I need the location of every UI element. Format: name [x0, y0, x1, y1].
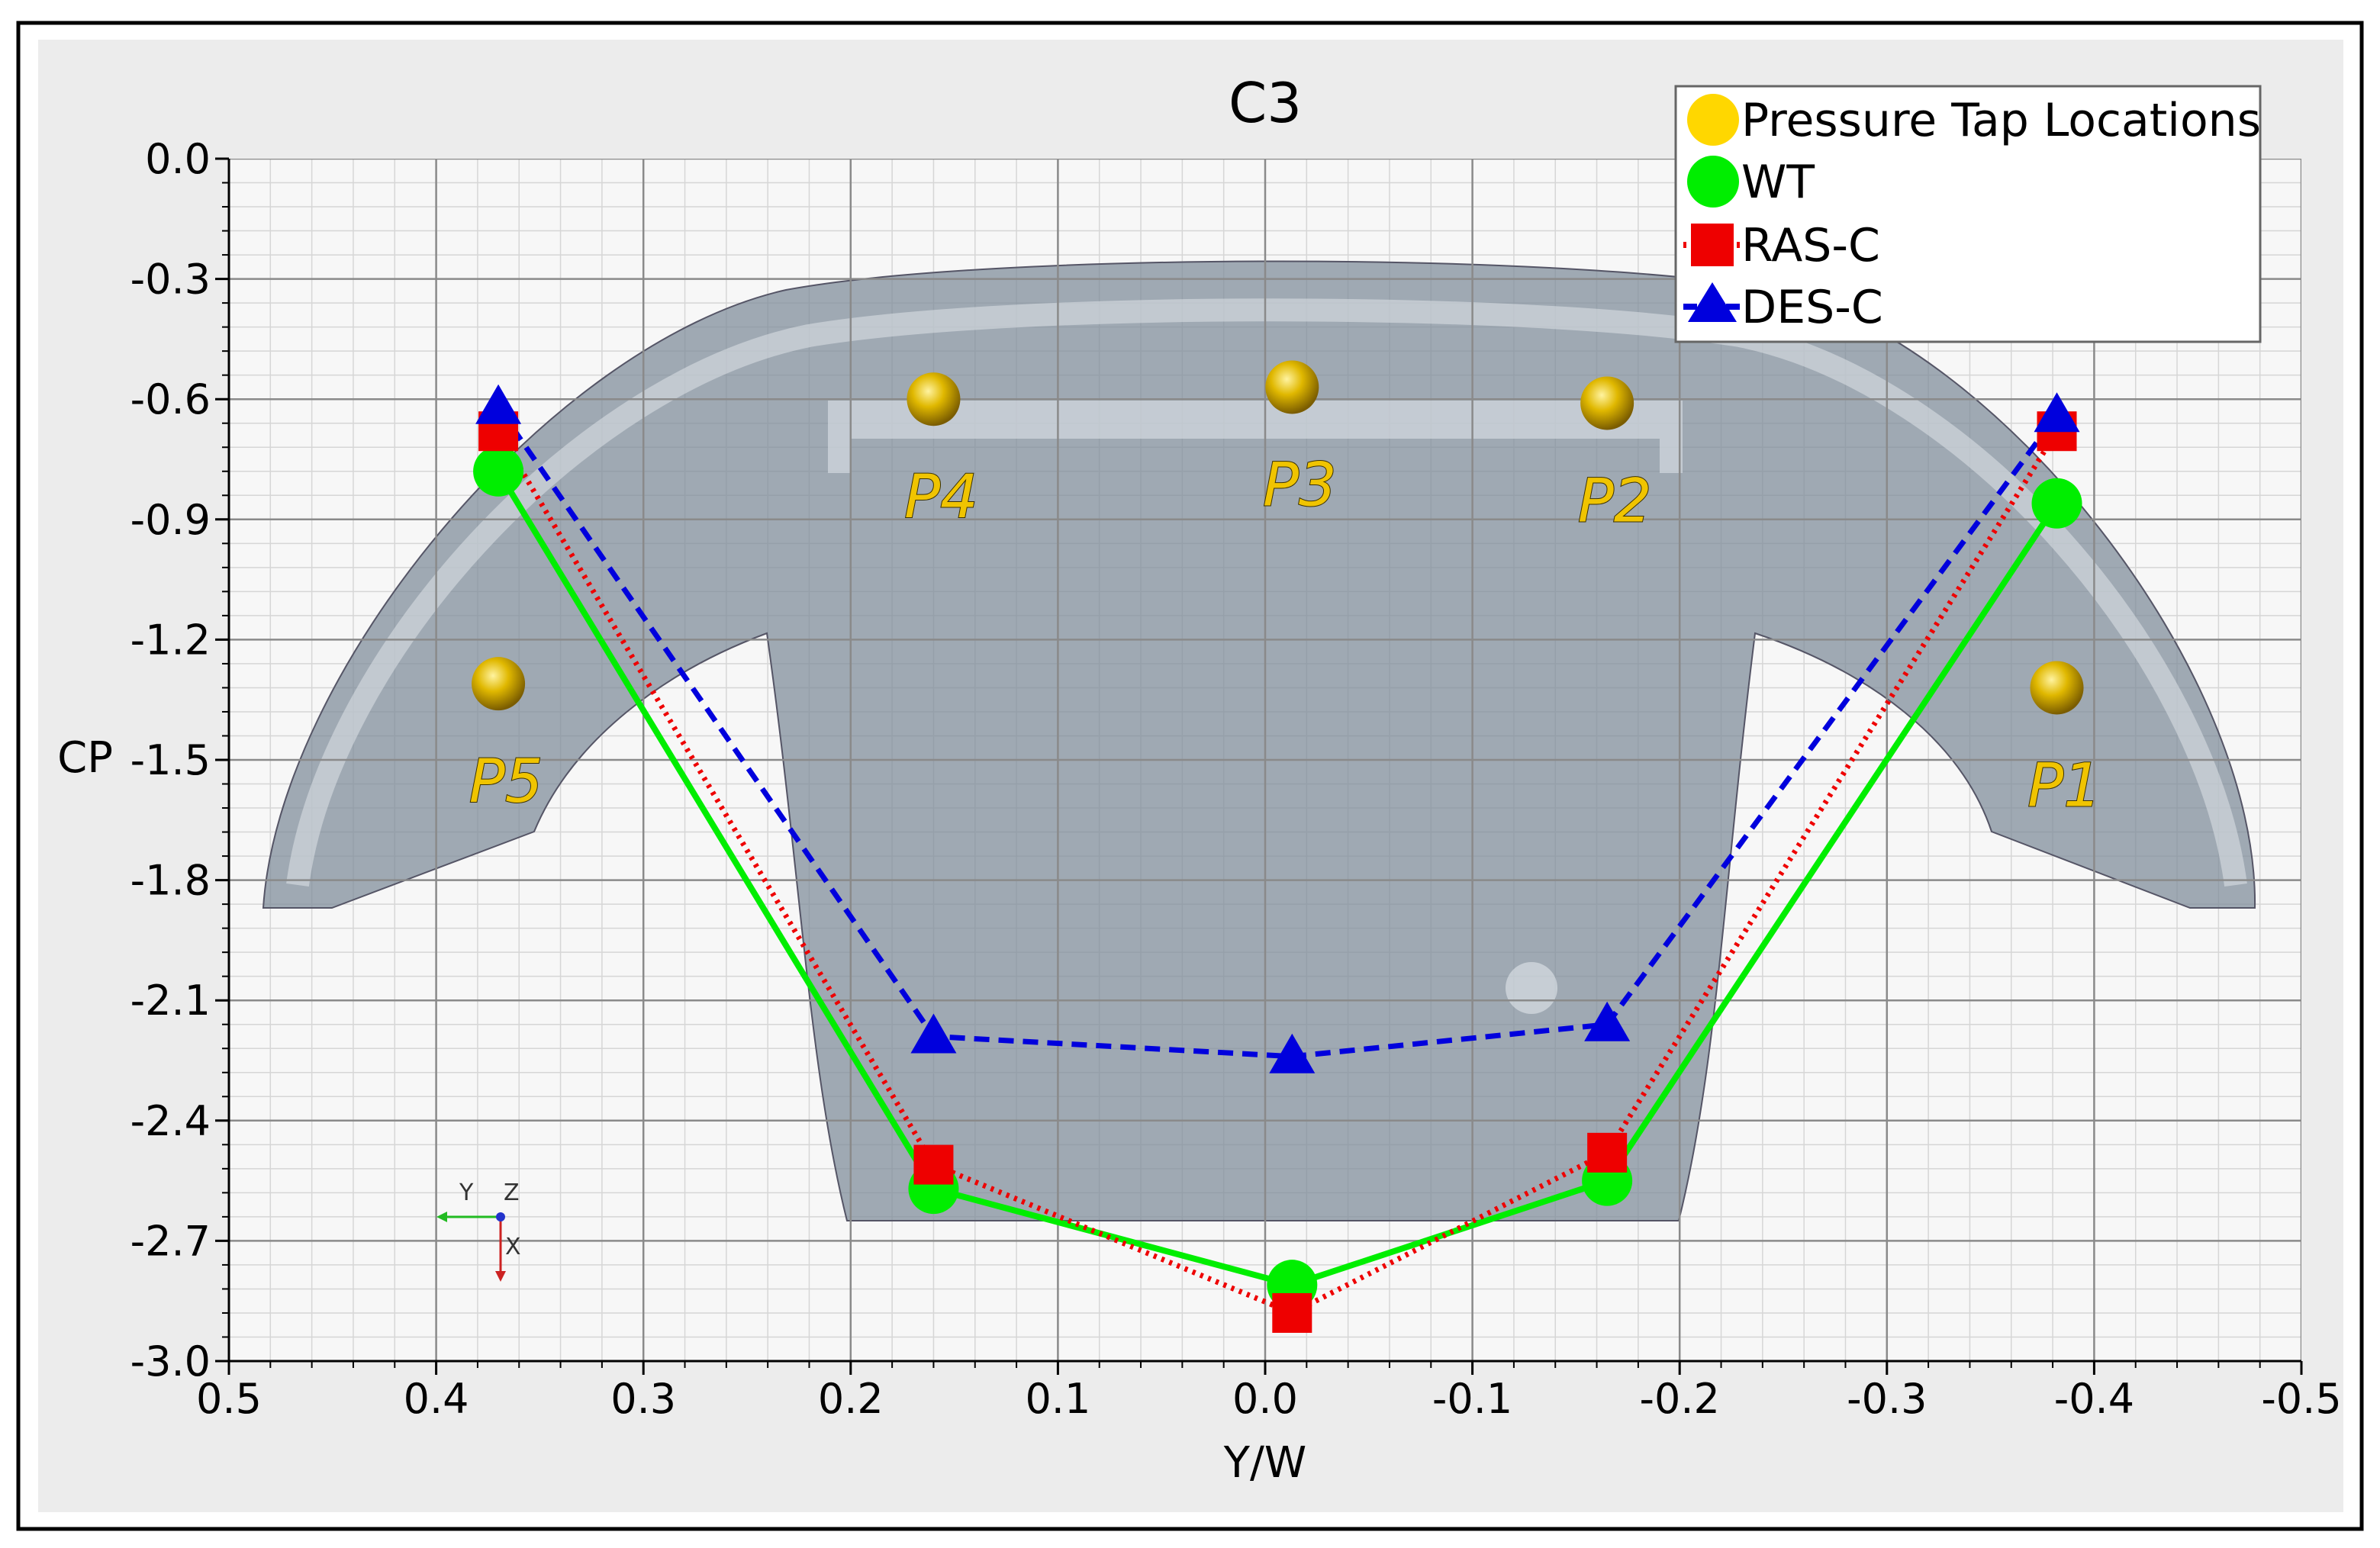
- legend-ras-marker: [1691, 224, 1734, 266]
- x-tick-label: 0.0: [1232, 1375, 1298, 1423]
- triad-x-arrowhead: [495, 1271, 506, 1282]
- point-des-c: [475, 384, 522, 424]
- x-tick-label: -0.3: [1847, 1375, 1927, 1423]
- pressure-tap-p1: [2030, 661, 2084, 715]
- point-ras-c: [1272, 1292, 1312, 1333]
- x-tick-label: -0.5: [2261, 1375, 2341, 1423]
- x-axis-label: Y/W: [1223, 1438, 1306, 1488]
- point-ras-c: [1587, 1132, 1628, 1173]
- triad-x-label: X: [505, 1234, 521, 1260]
- y-tick-label: -0.9: [130, 496, 211, 544]
- pressure-tap-label-p2: P2: [1578, 467, 1652, 536]
- y-tick-label: -0.3: [130, 256, 211, 304]
- legend-wt-label: WT: [1741, 156, 1815, 209]
- x-tick-label: 0.2: [818, 1375, 884, 1423]
- pressure-tap-label-p5: P5: [469, 748, 543, 816]
- point-ras-c: [913, 1144, 954, 1185]
- point-des-c: [1584, 1001, 1631, 1041]
- y-tick-label: -1.5: [130, 736, 211, 784]
- pressure-taps: P1 P2 P3 P4 P5: [469, 360, 2102, 821]
- legend-ras-label: RAS-C: [1741, 219, 1880, 272]
- point-des-c: [910, 1013, 957, 1054]
- x-axis-ticks: 0.5 0.4 0.3 0.2 0.1 0.0 -0.1 -0.2 -0.3 -0.4 -0.5: [196, 1361, 2342, 1423]
- y-tick-label: -2.4: [130, 1097, 211, 1145]
- vehicle-background: [262, 260, 2256, 1221]
- major-grid: [229, 159, 2301, 1361]
- legend: Pressure Tap Locations WT RAS-C DES-C: [1674, 85, 2262, 343]
- point-wt: [2031, 478, 2082, 529]
- x-tick-label: -0.2: [1640, 1375, 1720, 1423]
- point-des-c: [2034, 392, 2080, 433]
- y-tick-label: -1.2: [130, 616, 211, 664]
- pressure-tap-label-p1: P1: [2027, 751, 2101, 820]
- legend-des-label: DES-C: [1741, 281, 1883, 334]
- vehicle-body: [262, 260, 2256, 1221]
- y-axis-label: CP: [57, 733, 113, 783]
- legend-des-marker: [1688, 282, 1737, 322]
- point-wt: [473, 446, 524, 497]
- triad-y-arrowhead: [436, 1212, 447, 1222]
- y-tick-label: -1.8: [130, 857, 211, 905]
- y-tick-label: -0.6: [130, 375, 211, 423]
- triad-z-origin: [496, 1212, 505, 1221]
- x-tick-label: 0.4: [404, 1375, 469, 1423]
- y-tick-label: -2.7: [130, 1217, 211, 1265]
- pressure-tap-p2: [1580, 376, 1634, 430]
- x-tick-label: 0.5: [196, 1375, 262, 1423]
- triad-z-label: Z: [504, 1180, 520, 1206]
- y-tick-label: -3.0: [130, 1337, 211, 1385]
- legend-pressure-taps-marker: [1687, 94, 1739, 146]
- legend-box: [1674, 85, 2262, 343]
- triad-y-label: Y: [459, 1180, 474, 1206]
- vehicle-sensor-dot: [1506, 962, 1557, 1014]
- vehicle-rim-band: [286, 298, 2247, 887]
- pressure-tap-label-p4: P4: [904, 463, 978, 532]
- x-tick-label: 0.3: [610, 1375, 676, 1423]
- legend-wt-marker: [1687, 156, 1739, 208]
- x-tick-label: 0.1: [1025, 1375, 1090, 1423]
- vehicle-roof-panel: [828, 401, 1683, 473]
- axis-triad: Y Z X: [436, 1180, 521, 1282]
- pressure-tap-label-p3: P3: [1263, 451, 1337, 520]
- pressure-tap-p5: [472, 657, 526, 711]
- y-tick-label: 0.0: [145, 135, 211, 183]
- pressure-tap-p4: [907, 372, 961, 426]
- y-axis-ticks: 0.0 -0.3 -0.6 -0.9 -1.2 -1.5 -1.8 -2.1 -2.4 -2.7 -…: [130, 135, 229, 1385]
- chart-title: C3: [1229, 71, 1302, 135]
- series-layer: [473, 384, 2082, 1333]
- x-tick-label: -0.1: [1432, 1375, 1512, 1423]
- y-tick-label: -2.1: [130, 977, 211, 1025]
- x-tick-label: -0.4: [2054, 1375, 2134, 1423]
- pressure-tap-p3: [1265, 360, 1319, 414]
- legend-pressure-taps-label: Pressure Tap Locations: [1741, 94, 2261, 147]
- point-des-c: [1269, 1033, 1316, 1073]
